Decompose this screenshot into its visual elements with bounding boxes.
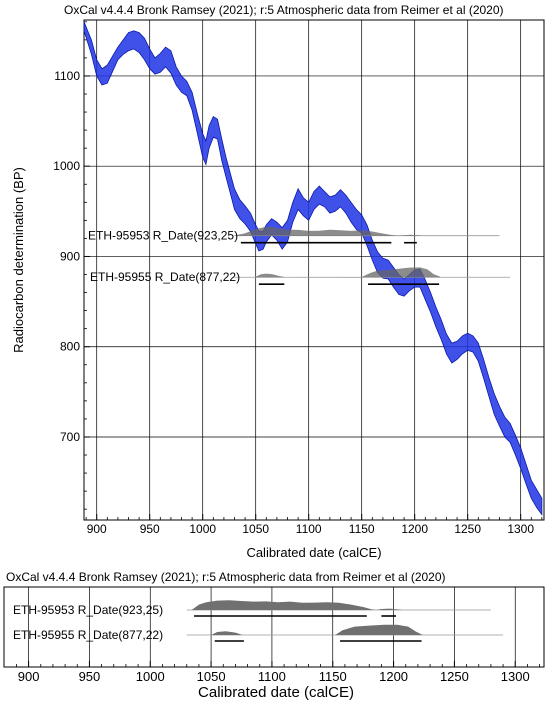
date-label: ETH-95953 R_Date(923,25) (88, 229, 238, 243)
top-date-1: ETH-95955 R_Date(877,22) (90, 267, 511, 286)
top-y-tick-label: 800 (60, 340, 80, 354)
bottom-chart-title: OxCal v4.4.4 Bronk Ramsey (2021); r:5 At… (6, 570, 446, 584)
bottom-x-tick-label: 1200 (379, 669, 408, 684)
top-y-tick-label: 1100 (54, 69, 80, 83)
bottom-x-axis-label: Calibrated date (calCE) (198, 684, 354, 701)
top-date-0: ETH-95953 R_Date(923,25) (88, 226, 500, 244)
bottom-plot-frame (3, 586, 545, 668)
calibration-curve-band (83, 21, 543, 516)
top-x-axis-label: Calibrated date (calCE) (246, 545, 381, 560)
top-y-tick-label: 1000 (53, 159, 80, 173)
date-label: ETH-95955 R_Date(877,22) (90, 270, 240, 284)
top-x-tick-label: 1100 (296, 522, 322, 536)
bottom-x-tick-label: 900 (18, 669, 40, 684)
bottom-x-tick-label: 1000 (136, 669, 165, 684)
bottom-x-tick-label: 1050 (197, 669, 226, 684)
top-plot-frame (83, 19, 545, 521)
top-date-distributions: ETH-95953 R_Date(923,25) ETH-95955 R_Date… (88, 226, 511, 286)
date-label: ETH-95953 R_Date(923,25) (13, 603, 163, 617)
date-probability-distribution (211, 624, 423, 635)
bottom-x-tick-label: 1300 (501, 669, 530, 684)
top-x-tick-label: 950 (140, 522, 160, 536)
top-x-tick-label: 1150 (349, 522, 375, 536)
bottom-x-tick-label: 1150 (319, 669, 347, 684)
top-x-tick-label: 1200 (401, 522, 428, 536)
top-x-tick-label: 1250 (454, 522, 481, 536)
bottom-date-distributions: ETH-95953 R_Date(923,25) ETH-95955 R_Date… (13, 600, 504, 642)
top-grid (84, 20, 544, 520)
bottom-x-tick-label: 1100 (258, 669, 286, 684)
bottom-date-0: ETH-95953 R_Date(923,25) (13, 600, 491, 617)
bottom-grid (28, 587, 516, 667)
date-probability-distribution (191, 600, 404, 610)
top-y-tick-label: 700 (60, 430, 80, 444)
calibration-curve (83, 21, 543, 516)
top-x-tick-label: 900 (87, 522, 107, 536)
bottom-x-tick-label: 1250 (440, 669, 469, 684)
top-x-tick-label: 1050 (242, 522, 269, 536)
y-axis-label: Radiocarbon determination (BP) (11, 167, 26, 353)
top-axis-ticks: 900 950 1000 1050 1100 1150 1200 1250 1300 700 800… (53, 21, 543, 536)
date-label: ETH-95955 R_Date(877,22) (13, 628, 163, 642)
date-probability-distribution (255, 267, 441, 278)
top-x-tick-label: 1300 (507, 522, 534, 536)
bottom-axis-ticks: 900 950 1000 1050 1100 1150 1200 1250 1300 (16, 661, 540, 684)
bottom-date-1: ETH-95955 R_Date(877,22) (13, 624, 504, 642)
bottom-x-tick-label: 950 (79, 669, 101, 684)
top-chart-title: OxCal v4.4.4 Bronk Ramsey (2021); r:5 At… (64, 3, 504, 17)
top-x-tick-label: 1000 (189, 522, 216, 536)
date-probability-distribution (234, 226, 424, 236)
top-y-tick-label: 900 (60, 249, 80, 263)
